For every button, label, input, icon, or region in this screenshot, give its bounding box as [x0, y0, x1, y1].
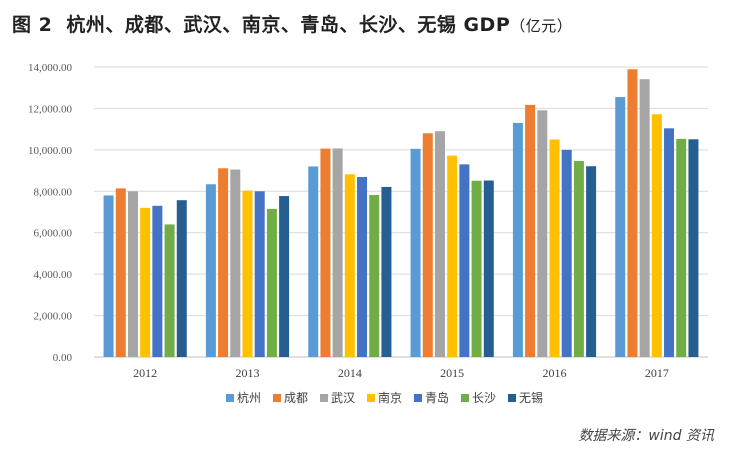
legend-label-成都: 成都 — [284, 391, 308, 405]
bar-2015-青岛 — [459, 164, 470, 357]
figure-title-text: 杭州、成都、武汉、南京、青岛、长沙、无锡 GDP — [66, 14, 511, 36]
figure-label: 图 2 — [12, 14, 53, 36]
legend-swatch-杭州 — [226, 394, 234, 402]
source-note: 数据来源：wind 资讯 — [578, 428, 714, 444]
x-tick-label: 2016 — [543, 366, 567, 380]
bar-2014-青岛 — [357, 176, 368, 357]
bar-2017-武汉 — [639, 79, 650, 357]
x-tick-label: 2012 — [133, 366, 157, 380]
bar-2012-长沙 — [164, 224, 175, 357]
bar-2015-成都 — [422, 133, 433, 357]
bar-2015-杭州 — [410, 148, 421, 357]
legend-swatch-青岛 — [414, 394, 422, 402]
legend-swatch-南京 — [367, 394, 375, 402]
legend-swatch-武汉 — [320, 394, 328, 402]
bar-2014-成都 — [320, 148, 331, 357]
chart-title: 图 2 杭州、成都、武汉、南京、青岛、长沙、无锡 GDP（亿元） — [12, 10, 572, 37]
legend-label-青岛: 青岛 — [425, 390, 449, 405]
y-tick-label: 4,000.00 — [34, 269, 73, 281]
legend-label-武汉: 武汉 — [331, 391, 355, 405]
y-tick-label: 2,000.00 — [34, 311, 73, 323]
legend-label-南京: 南京 — [378, 390, 402, 405]
bar-2016-成都 — [525, 104, 536, 358]
bar-2013-青岛 — [254, 191, 265, 357]
y-tick-label: 10,000.00 — [28, 145, 73, 157]
legend-label-无锡: 无锡 — [519, 390, 543, 405]
y-tick-label: 0.00 — [53, 352, 73, 364]
bar-2015-南京 — [447, 155, 458, 357]
bar-2016-无锡 — [586, 166, 597, 357]
y-tick-label: 14,000.00 — [28, 62, 73, 74]
bar-2016-青岛 — [561, 149, 572, 357]
bar-2012-武汉 — [127, 191, 138, 357]
bar-2013-杭州 — [205, 184, 216, 357]
bar-2013-无锡 — [279, 196, 290, 357]
bar-chart: 0.00 2,000.00 4,000.00 6,000.00 8,000.00 10,0… — [28, 62, 708, 405]
bar-2017-青岛 — [664, 128, 675, 357]
legend-swatch-成都 — [273, 394, 281, 402]
bar-2017-无锡 — [688, 139, 699, 357]
bar-2012-青岛 — [152, 205, 163, 357]
y-tick-label: 6,000.00 — [34, 228, 73, 240]
legend-label-长沙: 长沙 — [472, 391, 496, 405]
bar-2012-杭州 — [103, 195, 114, 357]
bar-2014-武汉 — [332, 148, 343, 357]
bar-2017-成都 — [627, 69, 638, 358]
legend-swatch-长沙 — [461, 394, 469, 402]
bar-2014-长沙 — [369, 195, 380, 357]
bar-2017-长沙 — [676, 138, 687, 357]
bar-2013-长沙 — [266, 208, 277, 357]
bar-2016-武汉 — [537, 110, 548, 358]
legend-label-杭州: 杭州 — [237, 390, 261, 405]
bar-2015-武汉 — [434, 131, 445, 357]
bar-2015-无锡 — [483, 180, 494, 357]
bar-2015-长沙 — [471, 180, 482, 357]
bar-2014-无锡 — [381, 186, 392, 357]
legend-swatch-无锡 — [508, 394, 516, 402]
bar-2014-杭州 — [308, 166, 319, 357]
bar-2016-杭州 — [512, 122, 523, 357]
x-tick-label: 2017 — [645, 366, 669, 380]
bar-2016-南京 — [549, 139, 560, 357]
bar-2017-南京 — [651, 114, 662, 357]
bar-2012-无锡 — [176, 200, 187, 357]
y-tick-label: 12,000.00 — [28, 103, 73, 115]
bar-2013-武汉 — [230, 169, 241, 357]
x-tick-label: 2015 — [440, 366, 464, 380]
bar-2013-南京 — [242, 190, 253, 357]
bar-2016-长沙 — [573, 161, 584, 357]
bar-2013-成都 — [218, 168, 229, 357]
x-tick-label: 2014 — [338, 366, 362, 380]
bar-2017-杭州 — [615, 97, 626, 358]
bar-2012-成都 — [115, 188, 126, 357]
bar-2012-南京 — [140, 207, 151, 357]
x-tick-label: 2013 — [236, 366, 260, 380]
y-tick-label: 8,000.00 — [34, 186, 73, 198]
figure-unit: （亿元） — [510, 17, 573, 35]
bar-2014-南京 — [344, 174, 355, 357]
